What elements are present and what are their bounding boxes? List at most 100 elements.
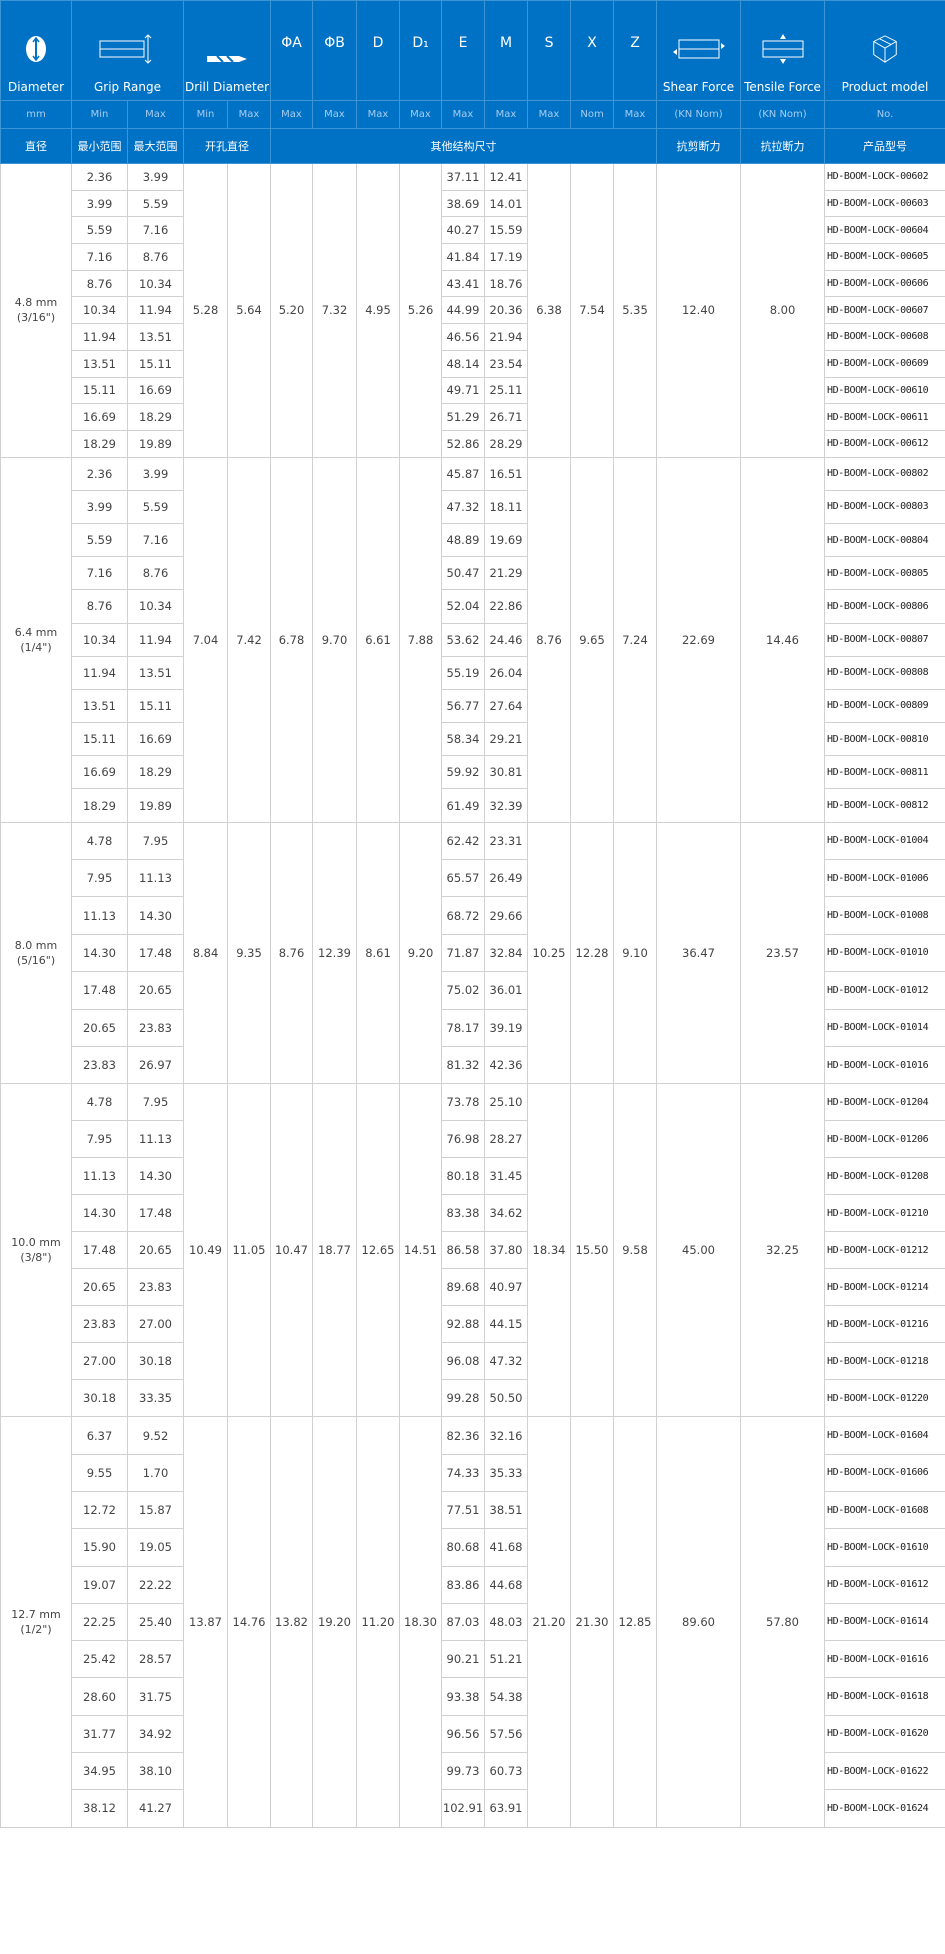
product-model: HD-BOOM-LOCK-01006 (824, 859, 945, 898)
table-row: 13.51 15.11 56.77 27.64 HD-BOOM-LOCK-00809 (1, 688, 945, 724)
grip-max: 11.94 (127, 622, 184, 657)
grip-max: 13.51 (127, 655, 184, 690)
cell-drill-min: 13.87 (183, 1416, 228, 1828)
grip-max: 7.95 (127, 1083, 184, 1122)
dim-m: 29.66 (484, 896, 529, 935)
dim-e: 44.99 (441, 296, 486, 325)
grip-max: 15.11 (127, 688, 184, 724)
grip-max: 25.40 (127, 1602, 184, 1642)
dim-m: 47.32 (484, 1342, 529, 1381)
grip-min: 16.69 (71, 403, 128, 431)
grip-min: 20.65 (71, 1268, 128, 1307)
product-model: HD-BOOM-LOCK-00612 (824, 429, 945, 458)
table-row: 5.59 7.16 48.89 19.69 HD-BOOM-LOCK-00804 (1, 522, 945, 558)
dim-e: 74.33 (441, 1453, 486, 1492)
dim-e: 99.28 (441, 1379, 486, 1418)
product-model: HD-BOOM-LOCK-01614 (824, 1602, 945, 1642)
product-model: HD-BOOM-LOCK-01204 (824, 1083, 945, 1122)
diameter-cell: 12.7 mm (1/2") (0, 1416, 72, 1828)
grip-min: 5.59 (71, 216, 128, 245)
grip-min: 11.94 (71, 323, 128, 351)
dim-e: 62.42 (441, 821, 486, 861)
table-row: 25.42 28.57 90.21 51.21 HD-BOOM-LOCK-01616 (1, 1640, 945, 1679)
dim-m: 28.29 (484, 429, 529, 458)
dim-m: 23.54 (484, 349, 529, 378)
grip-max: 18.29 (127, 403, 184, 431)
dim-e: 83.38 (441, 1194, 486, 1233)
grip-min: 31.77 (71, 1714, 128, 1754)
dim-e: 48.89 (441, 522, 486, 558)
product-model: HD-BOOM-LOCK-01220 (824, 1379, 945, 1418)
grip-max: 17.48 (127, 1194, 184, 1233)
grip-min: 3.99 (71, 189, 128, 218)
dim-s-sub: Max (527, 100, 572, 129)
grip-min: 8.76 (71, 589, 128, 624)
dim-e: 43.41 (441, 269, 486, 298)
product-model: HD-BOOM-LOCK-01604 (824, 1416, 945, 1455)
product-model: HD-BOOM-LOCK-01606 (824, 1453, 945, 1492)
product-model: HD-BOOM-LOCK-00802 (824, 456, 945, 491)
grip-min: 11.13 (71, 896, 128, 935)
dim-d1-sub: Max (399, 100, 443, 129)
cell-z: 9.58 (613, 1083, 658, 1418)
cell-d1: 18.30 (399, 1416, 443, 1828)
dim-x-header: X (570, 0, 615, 101)
dim-m: 41.68 (484, 1528, 529, 1567)
dim-e: 53.62 (441, 622, 486, 657)
dim-e: 76.98 (441, 1120, 486, 1159)
cell-a: 10.47 (270, 1083, 314, 1418)
cell-shear: 22.69 (656, 456, 742, 823)
dim-m: 63.91 (484, 1789, 529, 1828)
table-row: 9.55 1.70 74.33 35.33 HD-BOOM-LOCK-01606 (1, 1453, 945, 1492)
grip-min: 28.60 (71, 1677, 128, 1716)
product-model: HD-BOOM-LOCK-00608 (824, 323, 945, 351)
grip-max-cn: 最大范围 (127, 128, 184, 164)
grip-max: 19.89 (127, 429, 184, 458)
grip-max: 28.57 (127, 1640, 184, 1679)
cell-drill-max: 5.64 (226, 163, 272, 458)
dim-m: 17.19 (484, 243, 529, 271)
table-row: 11.13 14.30 68.72 29.66 HD-BOOM-LOCK-01008 (1, 896, 945, 935)
product-model: HD-BOOM-LOCK-01012 (824, 971, 945, 1010)
grip-min: 8.76 (71, 269, 128, 298)
cell-b: 9.70 (312, 456, 358, 823)
dim-m: 48.03 (484, 1602, 529, 1642)
diameter-inch: (1/4") (20, 640, 52, 654)
dim-e: 80.68 (441, 1528, 486, 1567)
cell-x: 21.30 (570, 1416, 615, 1828)
table-row: 30.18 33.35 99.28 50.50 HD-BOOM-LOCK-01220 (1, 1379, 945, 1418)
diameter-cell: 10.0 mm (3/8") (0, 1083, 72, 1418)
dim-e: 81.32 (441, 1045, 486, 1085)
dim-m: 21.94 (484, 323, 529, 351)
diameter-mm: 10.0 mm (11, 1236, 61, 1250)
grip-min: 16.69 (71, 755, 128, 790)
table-row: 4.8 mm (3/16") 2.36 3.99 5.28 5.64 5.20 7.32 4.9… (0, 163, 945, 458)
product-model: HD-BOOM-LOCK-01608 (824, 1490, 945, 1530)
dim-e: 65.57 (441, 859, 486, 898)
dim-e: 49.71 (441, 376, 486, 405)
table-row: 7.16 8.76 41.84 17.19 HD-BOOM-LOCK-00605 (1, 243, 945, 271)
grip-max: 15.11 (127, 349, 184, 378)
tensile-force-header: Tensile Force (740, 0, 826, 101)
cell-drill-min: 8.84 (183, 821, 228, 1085)
grip-max: 41.27 (127, 1789, 184, 1828)
cell-tensile: 57.80 (740, 1416, 826, 1828)
table-row: 17.48 20.65 86.58 37.80 HD-BOOM-LOCK-01212 (1, 1231, 945, 1270)
dim-e-sub: Max (441, 100, 486, 129)
grip-max: 3.99 (127, 163, 184, 191)
product-model: HD-BOOM-LOCK-00606 (824, 269, 945, 298)
diameter-header: Diameter (0, 0, 72, 101)
dim-m: 57.56 (484, 1714, 529, 1754)
dim-m: 37.80 (484, 1231, 529, 1270)
dim-e: 68.72 (441, 896, 486, 935)
grip-max: 3.99 (127, 456, 184, 491)
table-row: 14.30 17.48 83.38 34.62 HD-BOOM-LOCK-01210 (1, 1194, 945, 1233)
dim-e: 47.32 (441, 489, 486, 524)
dim-a-sub: Max (270, 100, 314, 129)
table-row: 7.95 11.13 65.57 26.49 HD-BOOM-LOCK-01006 (1, 859, 945, 898)
grip-min: 6.37 (71, 1416, 128, 1455)
dim-e: 89.68 (441, 1268, 486, 1307)
grip-max: 10.34 (127, 589, 184, 624)
dim-m: 30.81 (484, 755, 529, 790)
product-model: HD-BOOM-LOCK-01016 (824, 1045, 945, 1085)
